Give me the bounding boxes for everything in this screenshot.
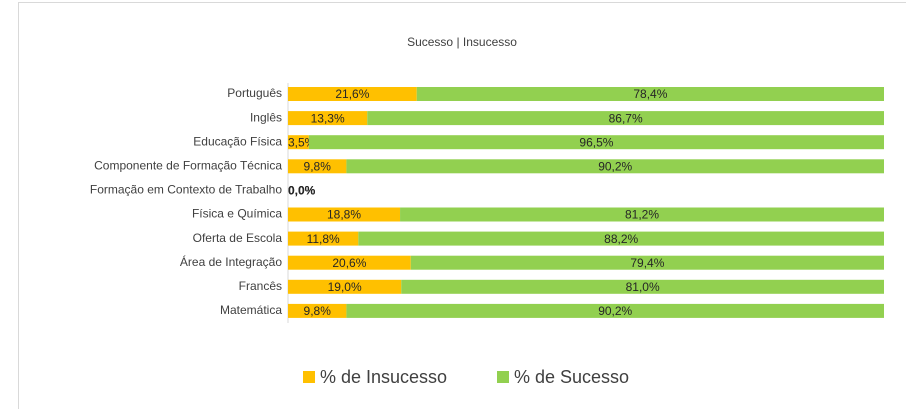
bar-segment [288, 87, 417, 101]
data-label: 88,2% [604, 232, 638, 246]
data-label: 20,6% [332, 256, 366, 270]
data-label: 81,0% [626, 280, 660, 294]
bar-segment [288, 255, 411, 270]
bar-segment [358, 231, 884, 246]
data-label: 79,4% [630, 256, 664, 270]
data-label: 9,8% [304, 304, 332, 318]
bar-segment [416, 87, 884, 101]
data-label: 21,6% [335, 87, 369, 101]
y-tick-label: Francês [239, 279, 282, 293]
data-label: 18,8% [327, 208, 361, 222]
bar-segment [288, 135, 309, 150]
data-label: 96,5% [579, 135, 613, 149]
legend-swatch [497, 371, 509, 383]
data-label: 81,2% [625, 208, 659, 222]
legend-swatch [303, 371, 315, 383]
chart-frame [18, 2, 906, 409]
bar-segment [308, 135, 884, 150]
bar-segment [288, 303, 347, 318]
bar-segment [346, 303, 885, 318]
bar-segment [401, 279, 884, 294]
data-label: 90,2% [598, 304, 632, 318]
data-label: 86,7% [609, 111, 643, 125]
chart-title: Sucesso | Insucesso [407, 35, 517, 49]
bar-segment [288, 279, 402, 294]
data-label: 13,3% [311, 111, 345, 125]
legend-label: % de Insucesso [320, 367, 447, 387]
bar-segment [346, 159, 885, 174]
y-tick-label: Matemática [220, 303, 282, 317]
data-label: 19,0% [328, 280, 362, 294]
data-label: 90,2% [598, 159, 632, 173]
data-label: 11,8% [307, 232, 340, 246]
y-tick-label: Formação em Contexto de Trabalho [90, 183, 282, 197]
y-tick-label: Oferta de Escola [193, 231, 283, 245]
data-label: 0,0% [288, 184, 316, 198]
bar-segment [288, 231, 359, 246]
bar-segment [410, 255, 884, 270]
y-tick-label: Inglês [250, 110, 282, 124]
data-label: 0,0% [288, 184, 316, 198]
bar-segment [288, 159, 347, 174]
y-tick-label: Educação Física [193, 134, 282, 148]
y-tick-label: Português [227, 86, 282, 100]
y-tick-label: Área de Integração [180, 254, 282, 269]
bar-segment [367, 111, 884, 126]
bar-segment [288, 111, 368, 126]
y-tick-label: Física e Química [192, 207, 282, 221]
data-label: 3,5% [288, 135, 316, 149]
data-label: 9,8% [304, 159, 332, 173]
legend-label: % de Sucesso [514, 367, 629, 387]
data-label: 78,4% [633, 87, 667, 101]
y-tick-label: Componente de Formação Técnica [94, 158, 282, 172]
bar-segment [400, 207, 884, 222]
bar-segment [288, 207, 401, 222]
